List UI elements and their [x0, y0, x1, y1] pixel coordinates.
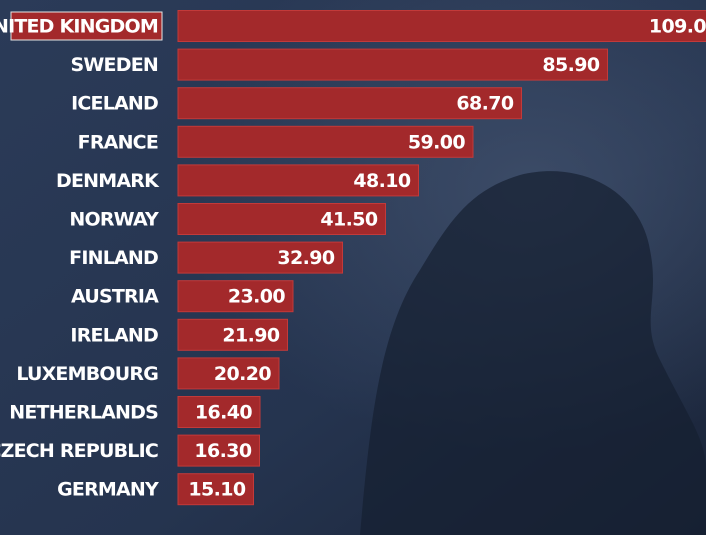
category-label: ICELAND: [71, 93, 158, 115]
value-label: 48.10: [353, 170, 410, 192]
bar: [177, 396, 261, 428]
bar: [177, 164, 419, 197]
category-label: FINLAND: [69, 247, 158, 269]
value-label: 15.10: [188, 479, 245, 501]
value-label: 20.20: [214, 363, 271, 385]
bar: [177, 434, 260, 467]
bars: UNITED KINGDOM 109.0 SWEDEN 85.90 ICELAND 68.…: [0, 10, 706, 506]
bar: [177, 125, 474, 158]
bar: [177, 357, 280, 390]
category-label: NETHERLANDS: [9, 402, 158, 424]
bar: [177, 10, 706, 42]
silhouette: [360, 171, 706, 535]
bar: [177, 87, 522, 120]
category-label: NORWAY: [69, 209, 159, 231]
category-label: CZECH REPUBLIC: [0, 440, 158, 462]
category-label: FRANCE: [78, 131, 158, 153]
bar: [177, 473, 254, 506]
value-label: 32.90: [277, 247, 334, 269]
category-label: IRELAND: [70, 324, 158, 346]
value-label: 59.00: [408, 131, 465, 153]
value-label: 68.70: [456, 93, 513, 115]
category-label: DENMARK: [56, 170, 160, 192]
value-label: 109.0: [649, 16, 706, 38]
value-label: 85.90: [542, 54, 599, 76]
value-label: 41.50: [320, 209, 377, 231]
value-label: 21.90: [222, 324, 279, 346]
bar: [177, 280, 294, 313]
value-label: 16.30: [194, 440, 251, 462]
bar: [177, 318, 288, 351]
bar: [177, 241, 343, 274]
bar: [177, 48, 608, 81]
category-label: UNITED KINGDOM: [0, 16, 158, 38]
category-label: SWEDEN: [71, 54, 158, 76]
bar: [177, 203, 386, 235]
category-label: LUXEMBOURG: [16, 363, 158, 385]
value-label: 16.40: [195, 402, 252, 424]
category-highlight: [10, 11, 163, 41]
category-label: GERMANY: [57, 479, 159, 501]
category-label: AUSTRIA: [71, 286, 159, 308]
value-label: 23.00: [228, 286, 285, 308]
